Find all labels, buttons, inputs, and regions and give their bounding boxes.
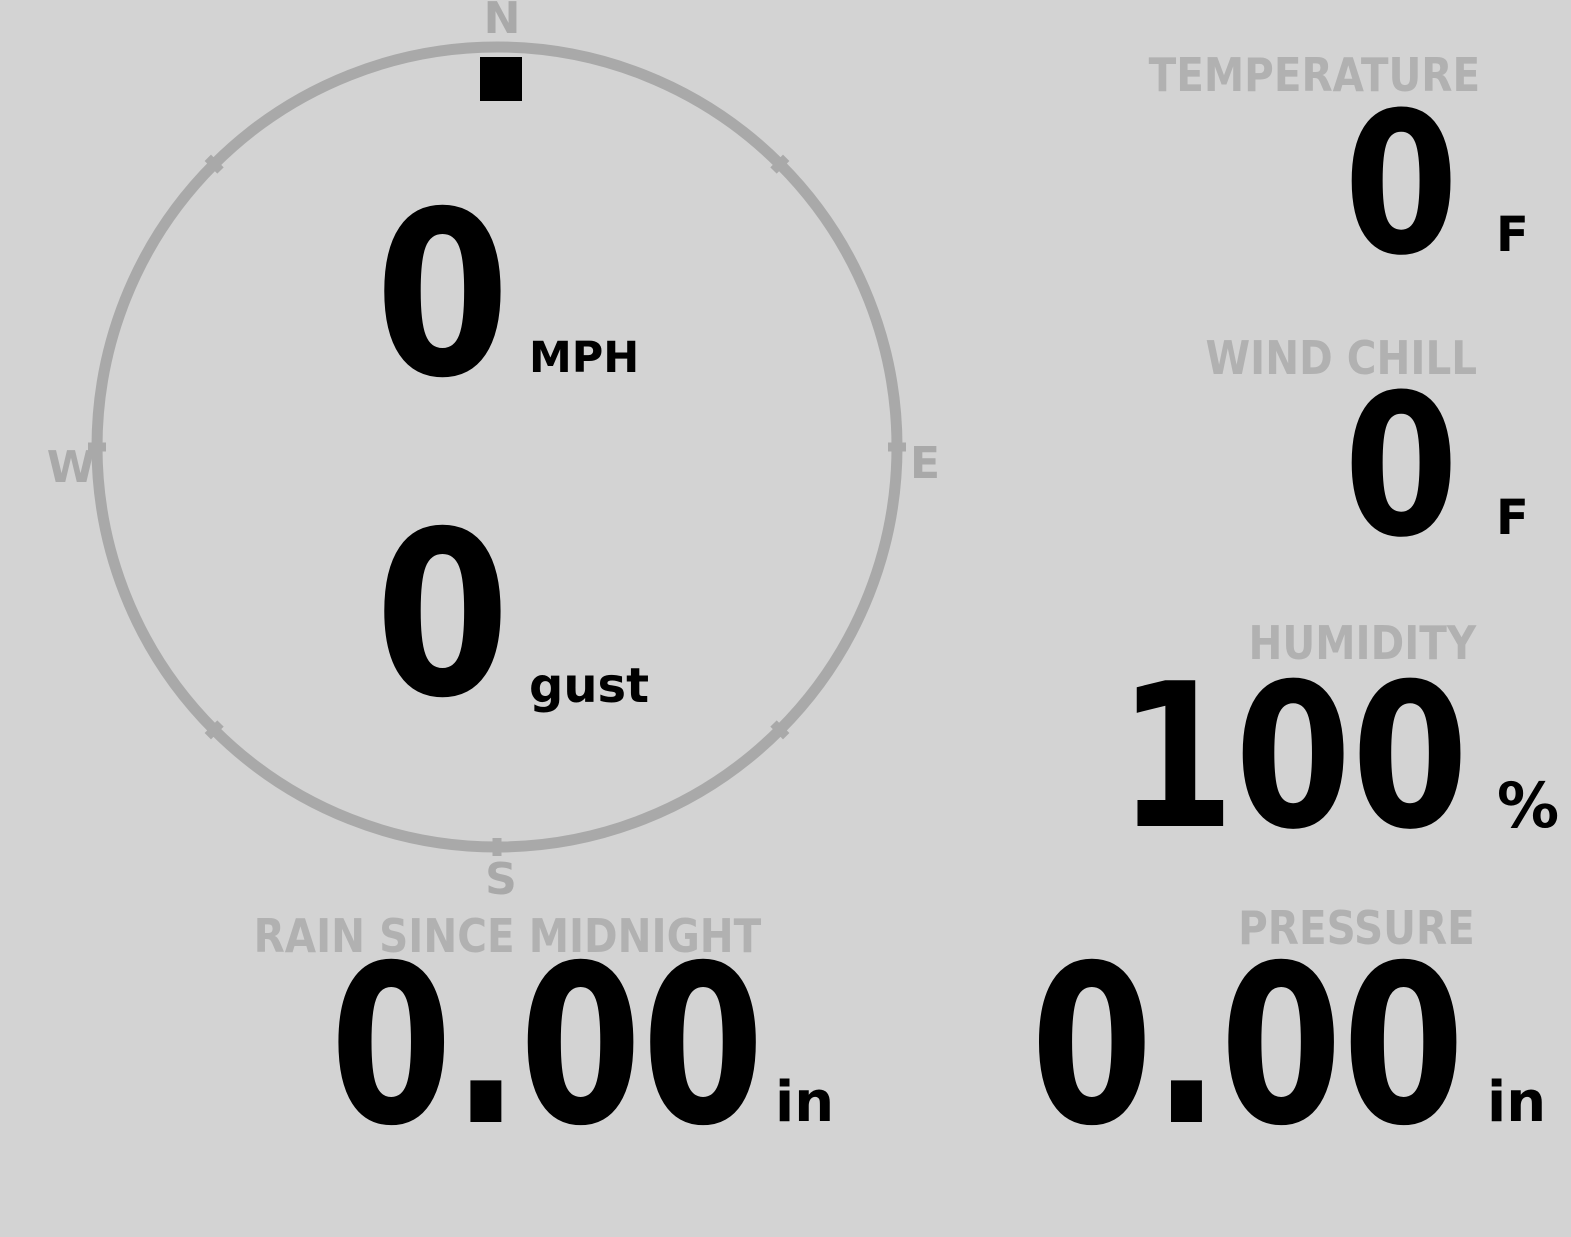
- temperature-unit: F: [1496, 207, 1529, 263]
- wind-gust-unit: gust: [529, 658, 650, 714]
- wind-direction-marker: [480, 57, 522, 101]
- pressure-unit: in: [1487, 1070, 1547, 1135]
- wind-gust-value: 0: [375, 482, 510, 748]
- compass-tick-sw: [204, 720, 224, 740]
- humidity-header: HUMIDITY: [1248, 616, 1476, 670]
- compass-label-north: N: [483, 0, 521, 44]
- rain-header: RAIN SINCE MIDNIGHT: [253, 909, 761, 963]
- wind-chill-value: 0: [1343, 353, 1458, 581]
- humidity-unit: %: [1497, 769, 1560, 842]
- wind-speed-unit: MPH: [529, 333, 640, 383]
- pressure-header: PRESSURE: [1237, 901, 1475, 955]
- temperature-value: 0: [1343, 71, 1458, 299]
- compass-tick-se: [770, 720, 790, 740]
- temperature-header: TEMPERATURE: [1148, 48, 1480, 102]
- pressure-value: 0.00: [1030, 918, 1465, 1174]
- compass-label-south: S: [485, 854, 517, 905]
- humidity-value: 100: [1117, 641, 1468, 874]
- wind-speed-value: 0: [375, 162, 510, 428]
- compass-label-west: W: [46, 442, 96, 493]
- compass-label-east: E: [909, 438, 941, 489]
- rain-unit: in: [775, 1070, 835, 1135]
- compass-tick-ne: [770, 154, 790, 174]
- compass-tick-nw: [204, 154, 224, 174]
- wind-chill-header: WIND CHILL: [1205, 331, 1477, 385]
- wind-compass-gauge: [88, 41, 906, 856]
- compass-ticks: [88, 154, 906, 856]
- rain-value: 0.00: [330, 918, 765, 1174]
- wind-chill-unit: F: [1496, 490, 1529, 546]
